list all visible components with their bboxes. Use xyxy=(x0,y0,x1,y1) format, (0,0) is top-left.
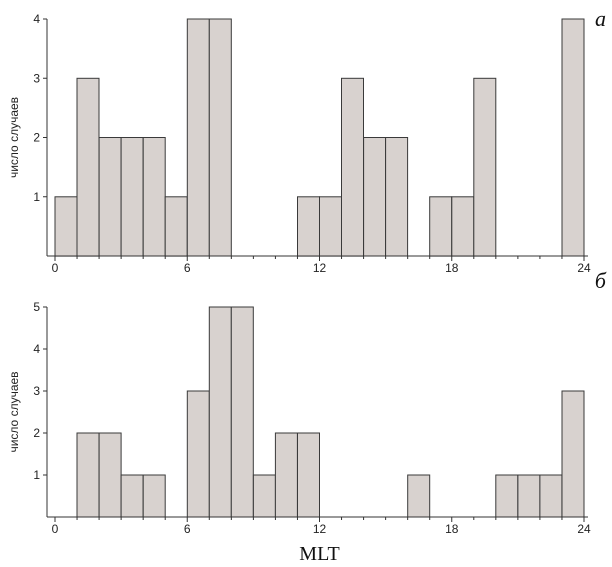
y-tick-label: 1 xyxy=(33,190,40,204)
x-tick-label: 6 xyxy=(184,522,191,536)
y-tick-label: 4 xyxy=(33,342,40,356)
histogram-bar xyxy=(274,432,298,518)
histogram-bar xyxy=(451,196,475,257)
x-tick-label: 18 xyxy=(445,261,459,275)
y-axis-label: число случаев xyxy=(7,371,21,452)
histogram-bar xyxy=(164,196,188,257)
x-tick-label: 0 xyxy=(52,261,59,275)
histogram-bar xyxy=(76,77,100,257)
histogram-bar xyxy=(142,137,166,257)
y-tick-label: 2 xyxy=(33,131,40,145)
y-tick-label: 3 xyxy=(33,384,40,398)
histogram-bar xyxy=(54,196,78,257)
y-tick-label: 4 xyxy=(33,12,40,26)
histogram-bar xyxy=(429,196,453,257)
y-tick-label: 3 xyxy=(33,71,40,85)
y-tick-label: 2 xyxy=(33,426,40,440)
histogram-bar xyxy=(341,77,364,257)
histogram-bar xyxy=(495,474,519,518)
histogram-bar xyxy=(120,137,144,257)
x-tick-label: 12 xyxy=(313,261,327,275)
x-tick-label: 12 xyxy=(313,522,327,536)
x-tick-label: 24 xyxy=(577,261,591,275)
histogram-bar xyxy=(363,137,387,257)
histogram-bar xyxy=(98,432,122,518)
histogram-bar xyxy=(297,432,320,518)
histogram-bar xyxy=(76,432,100,518)
histogram-bar xyxy=(385,137,409,257)
histogram-bar xyxy=(230,306,254,518)
histogram-bar xyxy=(473,77,497,257)
histogram-bar xyxy=(561,18,585,257)
x-tick-label: 0 xyxy=(52,522,59,536)
panel-label: а xyxy=(595,6,606,31)
histogram-bar xyxy=(142,474,166,518)
histogram-bar xyxy=(539,474,563,518)
y-tick-label: 1 xyxy=(33,468,40,482)
histogram-bar xyxy=(407,474,431,518)
histogram-bar xyxy=(252,474,276,518)
histogram-bar xyxy=(561,390,585,518)
histogram-bar xyxy=(517,474,541,518)
x-tick-label: 18 xyxy=(445,522,459,536)
histogram-bar xyxy=(186,18,210,257)
histogram-bar xyxy=(208,18,232,257)
x-tick-label: 24 xyxy=(577,522,591,536)
x-tick-label: 6 xyxy=(184,261,191,275)
y-tick-label: 5 xyxy=(33,300,40,314)
x-axis-label: MLT xyxy=(299,543,339,565)
histogram-bar xyxy=(120,474,144,518)
histogram-bar xyxy=(297,196,320,257)
histogram-bar xyxy=(208,306,232,518)
histogram-bar xyxy=(186,390,210,518)
panel-label: б xyxy=(595,268,607,293)
y-axis-label: число случаев xyxy=(7,97,21,178)
histogram-bar xyxy=(98,137,122,257)
histogram-bar xyxy=(319,196,342,257)
